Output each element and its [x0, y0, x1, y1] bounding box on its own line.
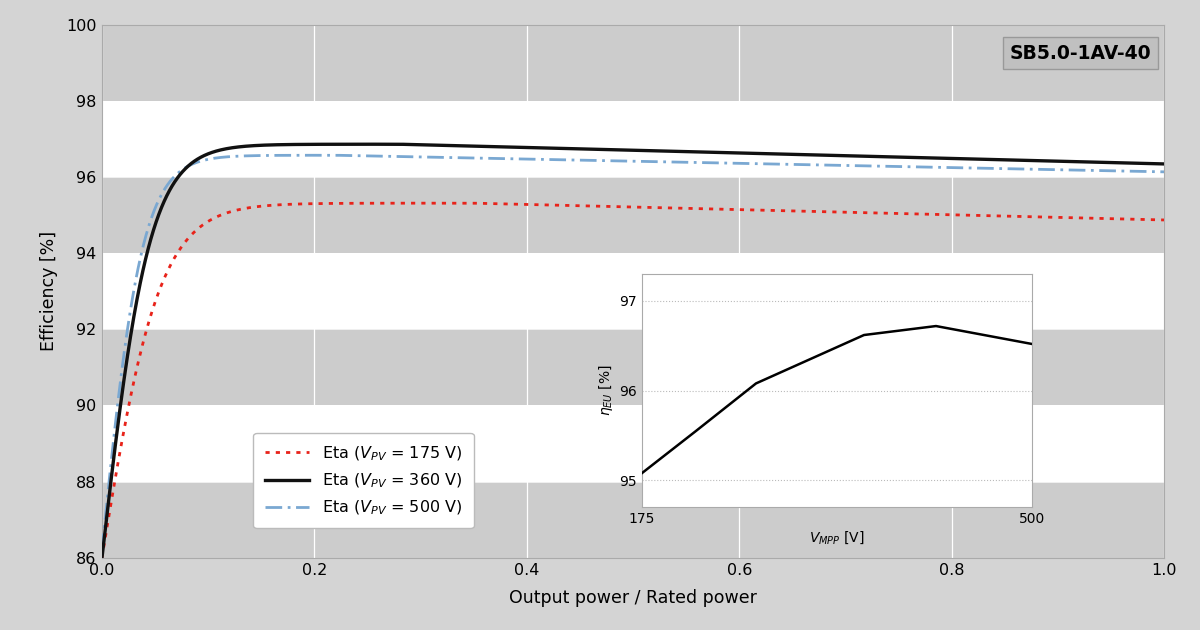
Bar	[102, 177, 1164, 253]
Bar	[102, 481, 1164, 558]
Legend: Eta ($V_{PV}$ = 175 V), Eta ($V_{PV}$ = 360 V), Eta ($V_{PV}$ = 500 V): Eta ($V_{PV}$ = 175 V), Eta ($V_{PV}$ = …	[253, 433, 474, 529]
Bar	[102, 25, 1164, 101]
Y-axis label: Efficiency [%]: Efficiency [%]	[40, 231, 58, 352]
X-axis label: Output power / Rated power: Output power / Rated power	[509, 589, 757, 607]
Text: SB5.0-1AV-40: SB5.0-1AV-40	[1009, 44, 1151, 63]
Y-axis label: $\eta_{EU}$ [%]: $\eta_{EU}$ [%]	[598, 365, 616, 416]
X-axis label: $V_{MPP}$ [V]: $V_{MPP}$ [V]	[809, 529, 865, 546]
Bar	[102, 329, 1164, 406]
